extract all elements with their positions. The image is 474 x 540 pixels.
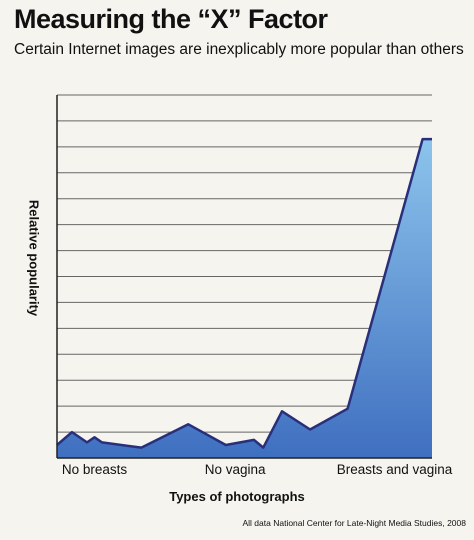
x-tick-label: No vagina [204,462,266,477]
gridlines [57,94,432,433]
x-tick-label: No breasts [61,462,128,477]
area-fill [57,139,432,458]
y-axis-label: Relative popularity [26,199,42,317]
source-credit: All data National Center for Late-Night … [242,518,467,528]
area-line [56,137,432,449]
x-axis-label: Types of photographs [169,489,305,504]
chart-subtitle: Certain Internet images are inexplicably… [14,41,464,58]
chart-title: Measuring the “X” Factor [14,4,328,34]
x-tick-label: Breasts and vagina [336,462,453,477]
